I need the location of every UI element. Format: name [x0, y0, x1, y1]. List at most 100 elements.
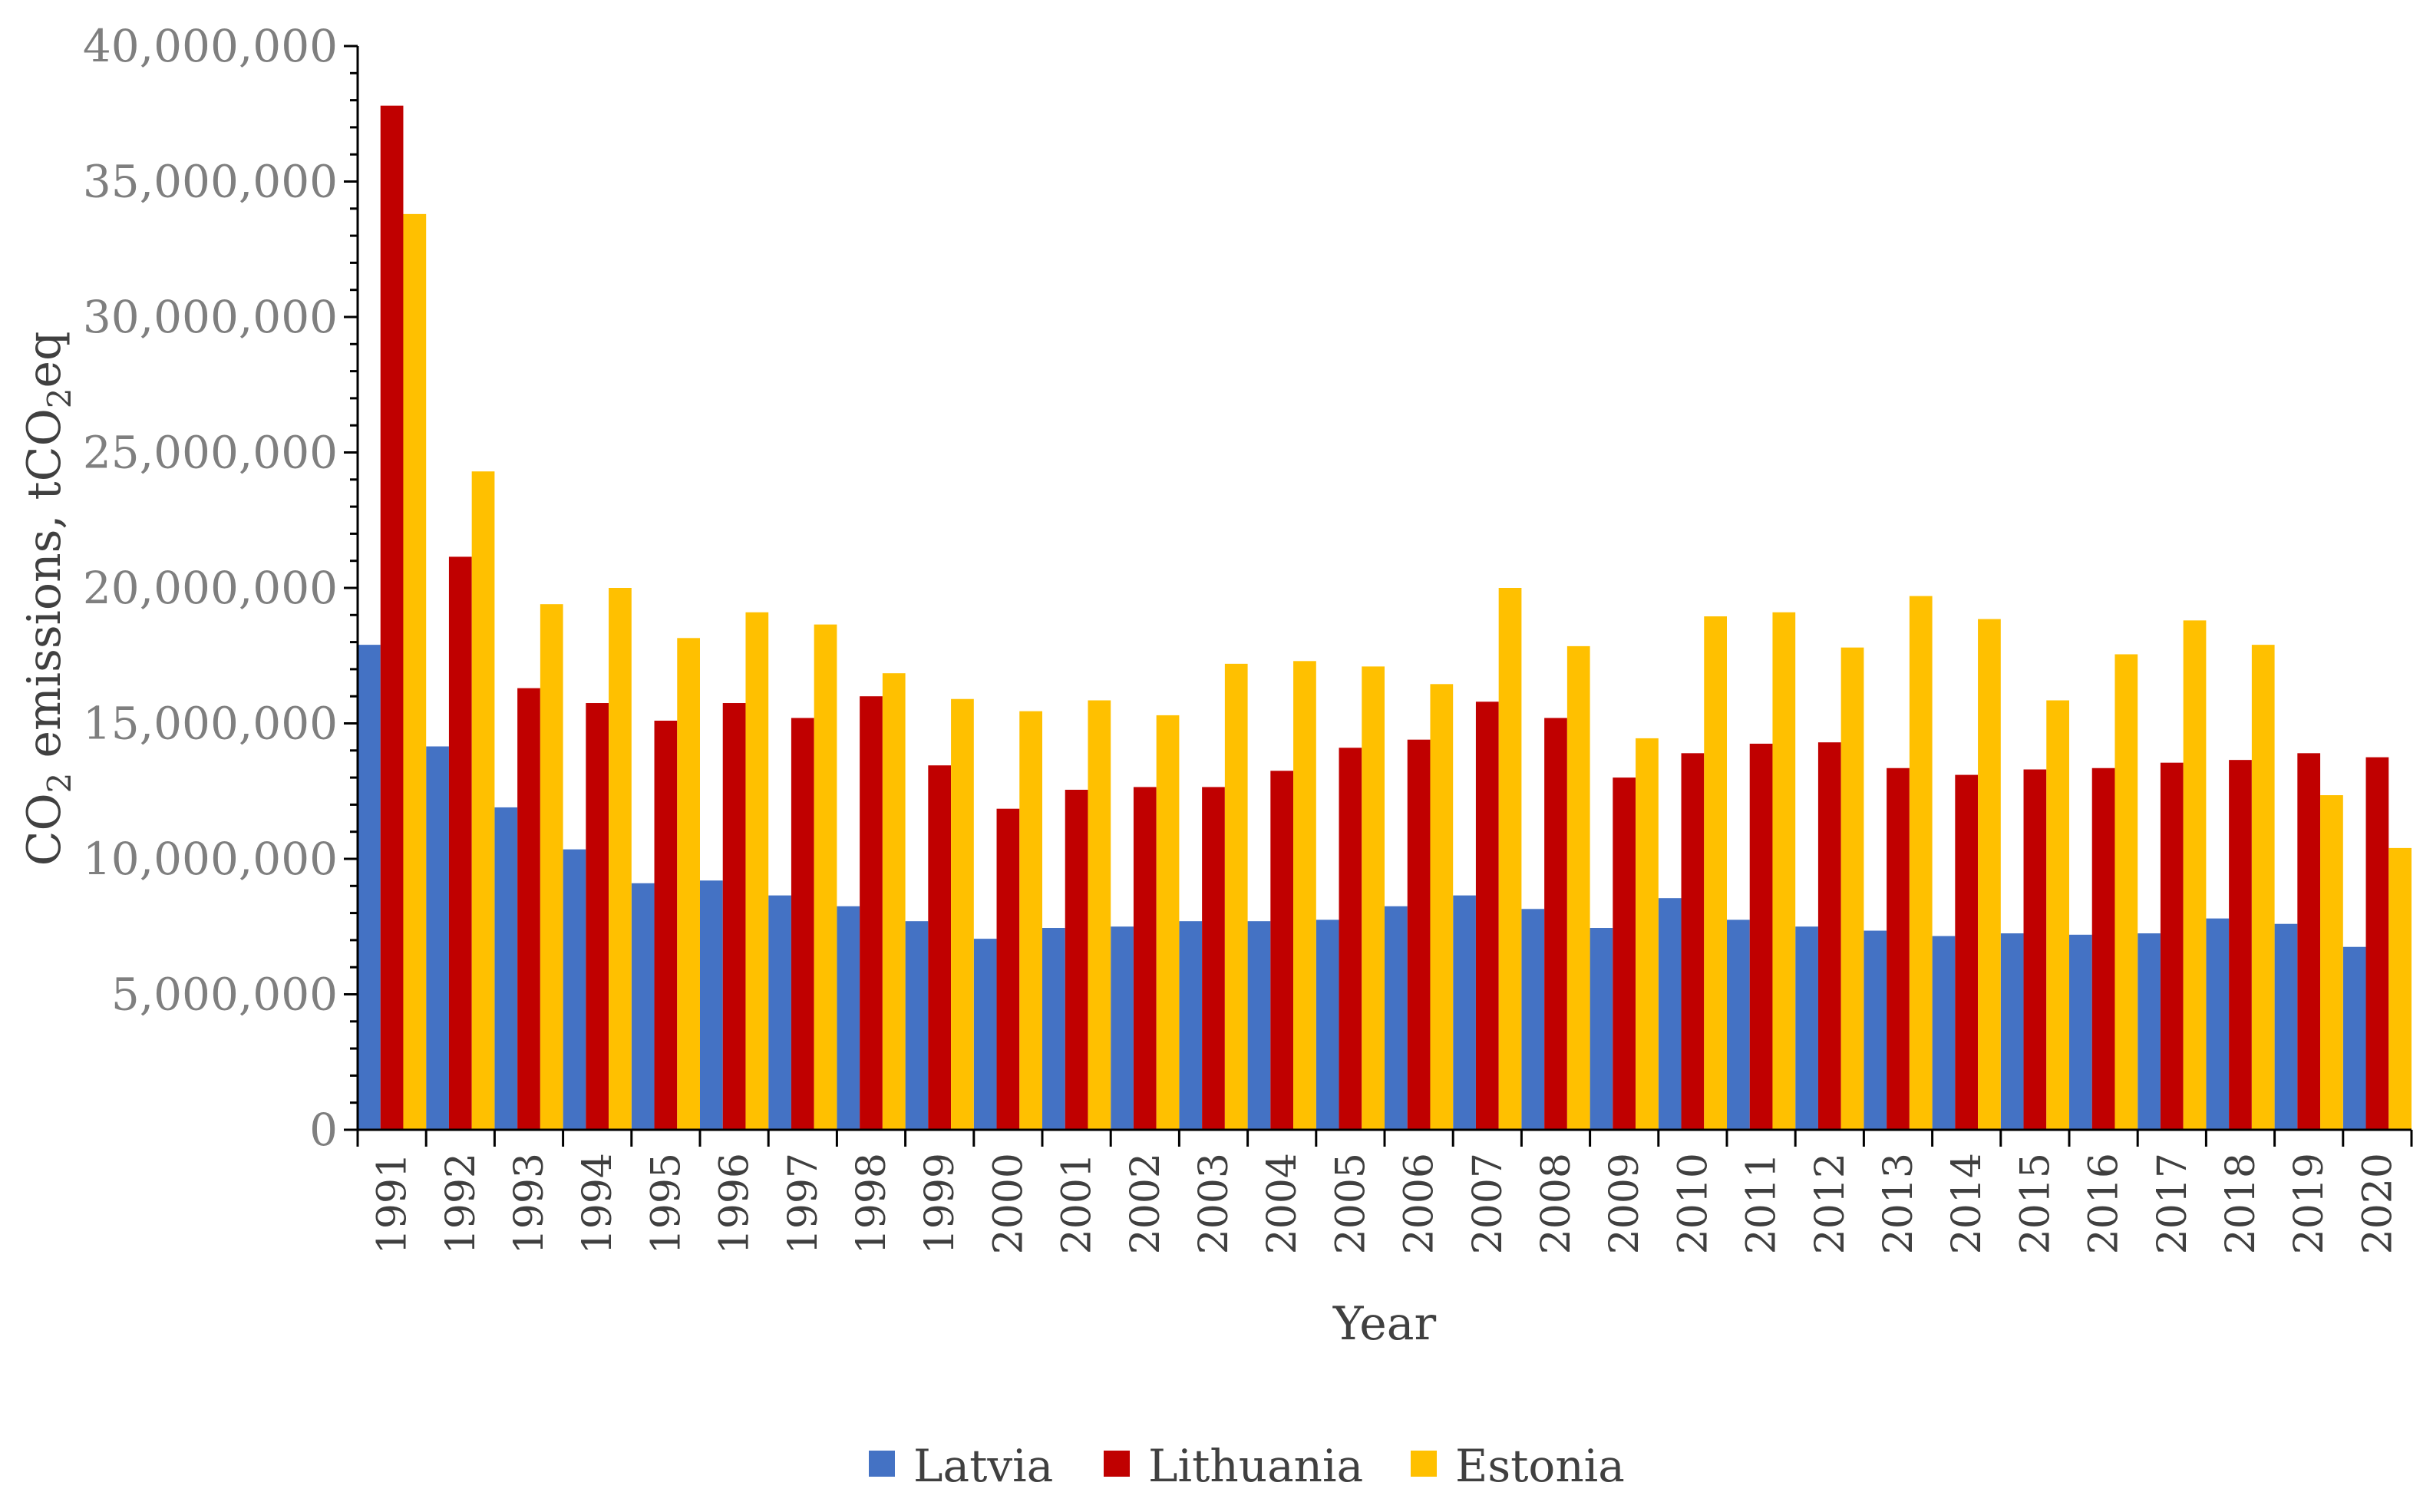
- y-axis-title: CO2 emissions, tCO2eq: [18, 332, 78, 867]
- bar-estonia-2008: [1566, 645, 1590, 1130]
- x-tick-label: 2015: [2012, 1153, 2058, 1254]
- bar-lithuania-1996: [722, 703, 746, 1130]
- bar-estonia-1991: [403, 213, 427, 1130]
- bar-latvia-2008: [1521, 909, 1545, 1130]
- bar-estonia-2001: [1088, 700, 1111, 1130]
- bar-estonia-2016: [2114, 654, 2138, 1130]
- legend-label-latvia: Latvia: [913, 1440, 1053, 1492]
- bar-lithuania-2014: [1955, 774, 1979, 1130]
- bar-lithuania-2020: [2365, 757, 2389, 1131]
- bar-latvia-2005: [1316, 919, 1339, 1130]
- y-tick-label: 0: [309, 1104, 338, 1156]
- bar-latvia-2000: [973, 939, 997, 1130]
- x-tick-label: 2003: [1191, 1153, 1237, 1254]
- bar-latvia-2019: [2274, 923, 2298, 1130]
- bar-latvia-2012: [1795, 926, 1818, 1130]
- x-tick-label: 2006: [1397, 1153, 1443, 1254]
- y-tick-label: 35,000,000: [83, 156, 338, 208]
- bar-lithuania-1992: [448, 556, 472, 1130]
- bar-lithuania-2011: [1749, 743, 1773, 1130]
- bar-latvia-1993: [494, 807, 518, 1130]
- x-tick-label: 2018: [2218, 1153, 2264, 1254]
- bar-lithuania-2015: [2023, 769, 2047, 1130]
- bar-estonia-2005: [1362, 666, 1385, 1130]
- bar-lithuania-2005: [1339, 748, 1362, 1130]
- bar-latvia-2004: [1247, 921, 1271, 1130]
- x-tick-label: 1992: [438, 1153, 484, 1254]
- x-tick-label: 2016: [2081, 1153, 2128, 1254]
- bar-estonia-2019: [2320, 795, 2343, 1130]
- bar-lithuania-2008: [1544, 718, 1567, 1130]
- bar-lithuania-1995: [654, 720, 678, 1130]
- x-tick-label: 1997: [781, 1153, 827, 1254]
- bar-latvia-1992: [426, 746, 449, 1130]
- bar-lithuania-1991: [380, 105, 404, 1130]
- x-tick-label: 2011: [1739, 1153, 1785, 1254]
- bar-latvia-2001: [1042, 928, 1065, 1130]
- bar-latvia-1995: [631, 883, 655, 1130]
- x-tick-label: 1999: [917, 1153, 963, 1254]
- bar-estonia-2012: [1840, 647, 1864, 1130]
- bar-latvia-2020: [2342, 946, 2366, 1130]
- legend-label-lithuania: Lithuania: [1148, 1440, 1363, 1492]
- bar-latvia-2013: [1864, 930, 1887, 1130]
- x-tick-label: 2010: [1670, 1153, 1716, 1254]
- legend-swatch-lithuania: [1104, 1451, 1130, 1477]
- bar-latvia-1996: [700, 880, 723, 1130]
- y-tick-label: 25,000,000: [83, 427, 338, 479]
- bar-latvia-1999: [905, 921, 929, 1130]
- x-tick-label: 2002: [1123, 1153, 1169, 1254]
- bar-estonia-2007: [1498, 588, 1522, 1130]
- bar-latvia-2009: [1590, 928, 1613, 1130]
- bar-lithuania-2001: [1065, 789, 1088, 1130]
- y-tick-label: 20,000,000: [83, 562, 338, 614]
- x-axis-title: Year: [1332, 1297, 1437, 1351]
- legend-swatch-estonia: [1411, 1451, 1437, 1477]
- bar-lithuania-2007: [1475, 702, 1499, 1130]
- x-ticks-group: 1991 1992 1993 1994 1995 1996 1997 1998 1999 2000…: [356, 1130, 2413, 1254]
- y-axis-title-sub-2: 2: [41, 388, 78, 408]
- x-tick-label: 2020: [2355, 1153, 2401, 1254]
- bar-latvia-2007: [1453, 895, 1476, 1130]
- x-tick-label: 1994: [575, 1153, 621, 1254]
- bar-estonia-2011: [1772, 612, 1796, 1130]
- bar-lithuania-2009: [1613, 777, 1636, 1130]
- y-tick-label: 10,000,000: [83, 833, 338, 885]
- bar-lithuania-2017: [2160, 762, 2184, 1130]
- bar-estonia-2015: [2046, 700, 2069, 1130]
- y-axis-title-part-a: CO: [18, 793, 71, 866]
- legend-label-estonia: Estonia: [1455, 1440, 1625, 1492]
- bar-lithuania-2004: [1270, 771, 1294, 1130]
- y-tick-label: 30,000,000: [83, 291, 338, 343]
- bar-latvia-2006: [1385, 906, 1408, 1130]
- x-tick-label: 2014: [1944, 1153, 1990, 1254]
- y-axis-title-sub-1: 2: [41, 773, 78, 794]
- x-tick-label: 2005: [1328, 1153, 1374, 1254]
- bar-lithuania-2019: [2297, 753, 2321, 1130]
- x-tick-label: 2001: [1055, 1153, 1101, 1254]
- x-tick-label: 2012: [1807, 1153, 1854, 1254]
- x-tick-label: 2004: [1259, 1153, 1306, 1254]
- y-tick-label: 40,000,000: [83, 20, 338, 72]
- bar-estonia-1999: [951, 698, 974, 1130]
- bar-latvia-2002: [1111, 926, 1134, 1130]
- x-tick-label: 2013: [1876, 1153, 1922, 1254]
- y-ticks-group: 0 5,000,000 10,000,000 15,000,000 20,000,000…: [83, 20, 358, 1156]
- x-tick-label: 1995: [643, 1153, 689, 1254]
- bar-lithuania-2012: [1817, 742, 1841, 1130]
- bars-group: [358, 105, 2412, 1131]
- y-axis-title-part-c: eq: [18, 332, 71, 388]
- bar-estonia-2002: [1156, 715, 1180, 1130]
- x-tick-label: 2017: [2150, 1153, 2196, 1254]
- y-tick-label: 5,000,000: [111, 969, 338, 1021]
- bar-lithuania-2003: [1202, 787, 1225, 1130]
- bar-latvia-1991: [358, 645, 381, 1130]
- bar-estonia-2010: [1704, 616, 1727, 1130]
- y-tick-label: 15,000,000: [83, 698, 338, 750]
- bar-latvia-2003: [1179, 921, 1203, 1130]
- x-tick-label: 2007: [1465, 1153, 1511, 1254]
- bar-estonia-2003: [1224, 663, 1248, 1130]
- x-tick-label: 1991: [370, 1153, 416, 1254]
- bar-lithuania-1997: [791, 718, 814, 1130]
